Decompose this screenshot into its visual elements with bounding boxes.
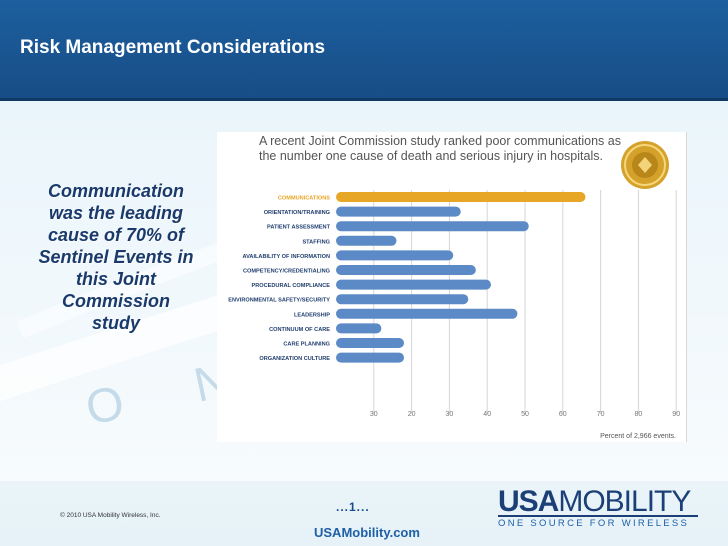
category-label: PROCEDURAL COMPLIANCE xyxy=(251,283,330,289)
page-number: ...1... xyxy=(336,500,370,514)
title-divider xyxy=(0,98,728,101)
bar-chart: 30 20 30 40 50 60 70 80 90 COMMUNICATIONS ORIENTAT… xyxy=(228,190,680,418)
logo-usa-text: USA xyxy=(498,485,559,518)
category-label: AVAILABILITY OF INFORMATION xyxy=(242,254,330,260)
bar xyxy=(336,250,454,261)
category-label: STAFFING xyxy=(302,239,330,245)
category-label: COMMUNICATIONS xyxy=(278,196,330,202)
chart-panel: A recent Joint Commission study ranked p… xyxy=(217,132,687,442)
bar xyxy=(336,308,518,319)
bar xyxy=(336,221,529,232)
category-label: CONTINUUM OF CARE xyxy=(269,327,330,333)
bar xyxy=(336,235,397,246)
logo-underline xyxy=(498,515,698,517)
chart-footnote: Percent of 2,966 events. xyxy=(600,433,676,440)
logo-mobility-text: MOBILITY xyxy=(558,485,691,518)
category-label: ORGANIZATION CULTURE xyxy=(259,356,330,362)
bar xyxy=(336,352,405,363)
category-label: CARE PLANNING xyxy=(283,342,330,348)
joint-commission-seal-icon xyxy=(621,141,669,189)
usa-mobility-logo: USAMOBILITY ONE SOURCE FOR WIRELESS xyxy=(498,485,708,529)
category-label: ENVIRONMENTAL SAFETY/SECURITY xyxy=(228,298,330,304)
logo-tagline: ONE SOURCE FOR WIRELESS xyxy=(498,518,690,529)
bar xyxy=(336,279,491,290)
page-title: Risk Management Considerations xyxy=(20,37,326,58)
chart-title: A recent Joint Commission study ranked p… xyxy=(259,134,621,163)
category-label: LEADERSHIP xyxy=(294,312,330,318)
x-tick-label: 20 xyxy=(408,411,416,418)
x-tick-label: 70 xyxy=(597,411,605,418)
x-tick-label: 80 xyxy=(635,411,643,418)
title-bar: Risk Management Considerations xyxy=(0,0,728,98)
x-tick-label: 90 xyxy=(672,411,680,418)
bar xyxy=(336,323,382,334)
bar xyxy=(336,265,476,275)
category-label: PATIENT ASSESSMENT xyxy=(267,225,331,231)
category-label: COMPETENCY/CREDENTIALING xyxy=(243,269,330,275)
category-label: ORIENTATION/TRAINING xyxy=(264,210,330,216)
x-tick-label: 60 xyxy=(559,411,567,418)
bar xyxy=(336,294,469,305)
bar xyxy=(336,338,405,348)
website-link[interactable]: USAMobility.com xyxy=(314,525,420,540)
x-tick-label: 40 xyxy=(483,411,491,418)
x-tick-label: 30 xyxy=(370,411,378,418)
x-tick-label: 50 xyxy=(521,411,529,418)
bar xyxy=(336,206,461,217)
copyright-text: © 2010 USA Mobility Wireless, Inc. xyxy=(60,512,161,519)
callout-text: Communication was the leading cause of 7… xyxy=(38,181,194,333)
bar xyxy=(336,192,586,202)
x-tick-label: 30 xyxy=(446,411,454,418)
